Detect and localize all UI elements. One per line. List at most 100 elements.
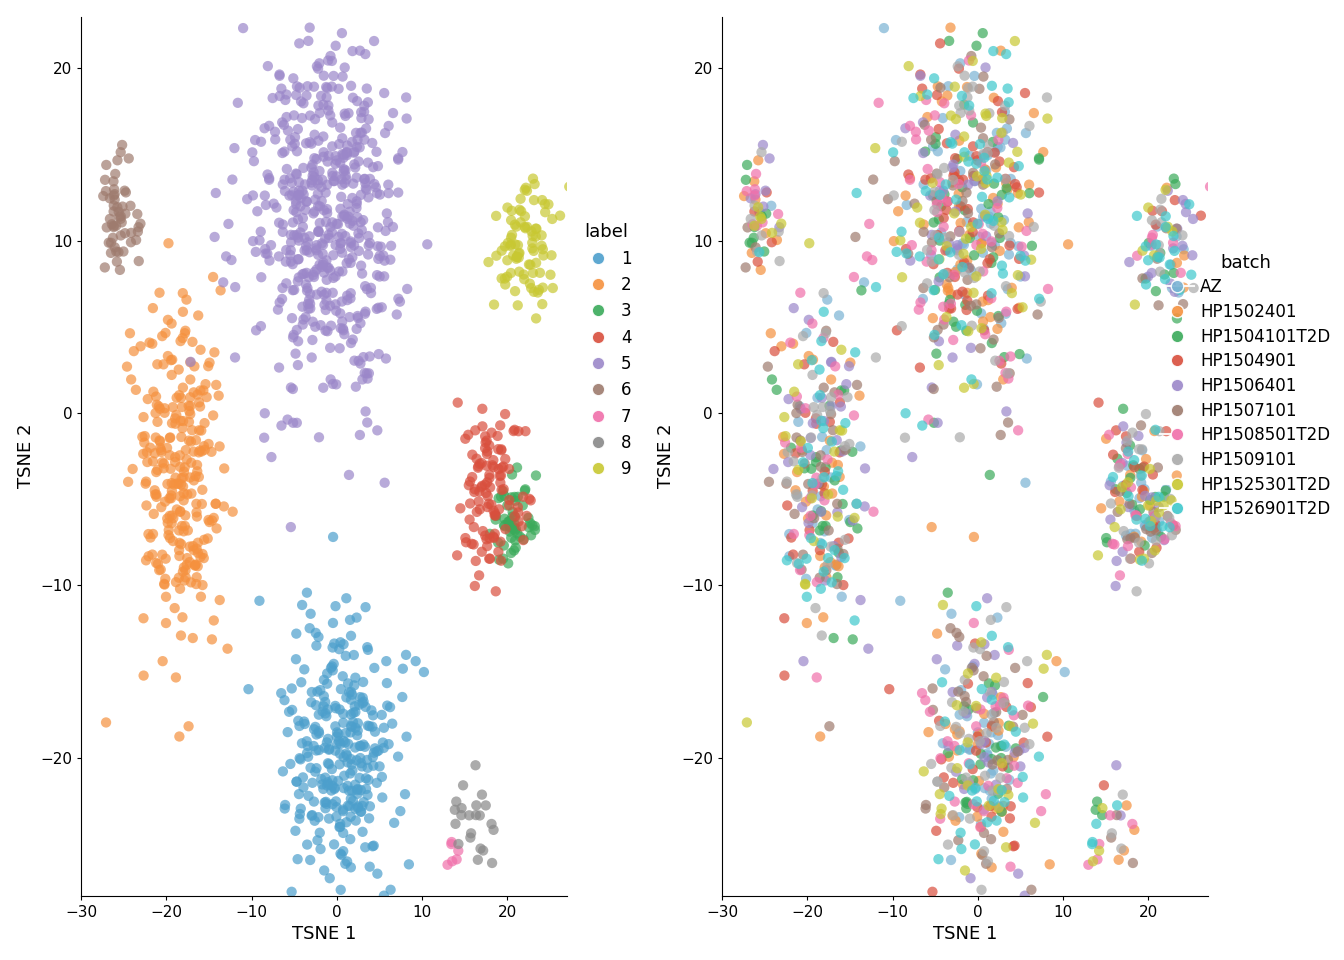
Point: [165, 407, 187, 422]
Point: [282, 203, 304, 218]
Point: [943, 205, 965, 221]
Point: [1004, 177, 1025, 192]
Point: [335, 726, 356, 741]
Point: [476, 433, 497, 448]
Point: [214, 461, 235, 476]
Point: [973, 147, 995, 162]
Point: [945, 204, 966, 219]
Point: [316, 796, 337, 811]
Point: [444, 803, 465, 818]
Point: [356, 281, 378, 297]
Point: [802, 352, 824, 368]
Point: [454, 531, 476, 546]
Point: [780, 335, 801, 350]
Point: [351, 782, 372, 798]
Point: [516, 219, 538, 234]
Point: [417, 237, 438, 252]
Point: [941, 296, 962, 311]
Point: [988, 715, 1009, 731]
Point: [105, 166, 126, 181]
Point: [336, 590, 358, 606]
Point: [973, 69, 995, 84]
Point: [879, 682, 900, 697]
Point: [1134, 271, 1156, 286]
Point: [1140, 492, 1161, 508]
Point: [845, 496, 867, 512]
Point: [302, 168, 324, 183]
Point: [918, 412, 939, 427]
Point: [980, 309, 1001, 324]
Point: [855, 461, 876, 476]
Point: [500, 238, 521, 253]
Point: [203, 408, 224, 423]
Point: [306, 287, 328, 302]
X-axis label: TSNE 1: TSNE 1: [292, 925, 356, 944]
Point: [202, 513, 223, 528]
Point: [374, 253, 395, 269]
Point: [190, 383, 211, 398]
Point: [966, 376, 988, 392]
Point: [814, 518, 836, 534]
Point: [1120, 438, 1141, 453]
Point: [1005, 741, 1027, 756]
Point: [1126, 208, 1148, 224]
Point: [953, 699, 974, 714]
Point: [316, 177, 337, 192]
Point: [821, 455, 843, 470]
Point: [151, 444, 172, 460]
Point: [356, 366, 378, 381]
Point: [991, 187, 1012, 203]
Point: [957, 324, 978, 339]
Point: [179, 403, 200, 419]
Point: [345, 196, 367, 211]
Point: [550, 208, 571, 224]
Point: [926, 626, 948, 641]
Point: [886, 323, 907, 338]
Point: [1011, 239, 1032, 254]
Point: [809, 476, 831, 492]
Point: [993, 694, 1015, 709]
Point: [110, 208, 132, 224]
Point: [958, 702, 980, 717]
Point: [301, 684, 323, 700]
Point: [741, 191, 762, 206]
Point: [809, 542, 831, 558]
Point: [308, 225, 329, 240]
Point: [352, 372, 374, 387]
Point: [320, 298, 341, 313]
Point: [437, 857, 458, 873]
Point: [957, 778, 978, 793]
Point: [504, 533, 526, 548]
Point: [974, 768, 996, 783]
Point: [333, 208, 355, 224]
Point: [304, 127, 325, 142]
Point: [991, 316, 1012, 331]
Point: [448, 843, 469, 858]
Point: [1154, 182, 1176, 198]
Point: [445, 794, 466, 809]
Point: [1165, 177, 1187, 192]
Point: [981, 809, 1003, 825]
Point: [117, 474, 138, 490]
Point: [1091, 807, 1113, 823]
Point: [524, 522, 546, 538]
Point: [500, 490, 521, 505]
Point: [851, 282, 872, 298]
Point: [513, 272, 535, 287]
Point: [199, 515, 220, 530]
Point: [508, 245, 530, 260]
Point: [985, 699, 1007, 714]
Point: [165, 416, 187, 431]
Point: [157, 516, 179, 531]
Point: [335, 176, 356, 191]
Point: [1036, 729, 1058, 744]
Point: [813, 304, 835, 320]
Point: [446, 852, 468, 867]
Point: [824, 472, 845, 488]
Point: [280, 248, 301, 263]
Point: [331, 848, 352, 863]
Point: [911, 685, 933, 701]
Point: [995, 365, 1016, 380]
Point: [298, 228, 320, 244]
Point: [328, 773, 349, 788]
